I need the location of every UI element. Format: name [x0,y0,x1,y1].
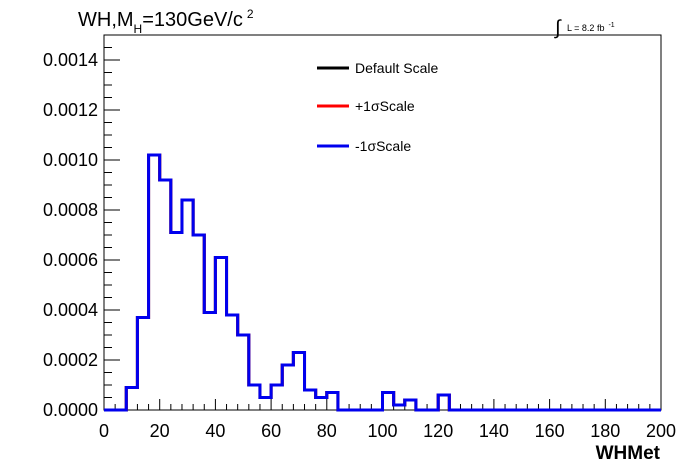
y-tick-label: 0.0012 [43,100,98,120]
x-tick-label: 120 [423,421,453,441]
legend-entry-default: Default Scale [317,60,438,76]
legend-label-plus1sigma: +1σScale [355,98,415,114]
y-tick-label: 0.0008 [43,200,98,220]
x-tick-label: 140 [479,421,509,441]
legend-entry-minus1sigma: -1σScale [317,138,411,154]
y-tick-label: 0.0004 [43,300,98,320]
legend: Default Scale +1σScale -1σScale [317,60,438,154]
legend-label-default: Default Scale [355,60,438,76]
chart-title-rest: =130GeV/c [142,9,243,31]
y-axis: 0.0000 0.0002 0.0004 0.0006 0.0008 0.0010 0.00… [43,34,120,420]
luminosity-label: L = 8.2 fb -1 [567,22,615,33]
x-tick-label: 0 [99,421,109,441]
x-axis-title: WHMet [596,443,661,464]
y-tick-label: 0.0014 [43,50,98,70]
series-minus1sigma-scale [104,153,661,412]
plot-frame [103,34,662,411]
chart-title-main: WH,M [78,9,134,31]
y-tick-label: 0.0010 [43,150,98,170]
series-plus1sigma-scale [104,153,661,412]
x-tick-label: 180 [590,421,620,441]
luminosity-superscript: -1 [608,22,614,29]
x-tick-label: 60 [261,421,281,441]
x-tick-label: 20 [150,421,170,441]
x-tick-label: 100 [367,421,397,441]
x-tick-label: 160 [535,421,565,441]
x-tick-label: 40 [205,421,225,441]
x-tick-label: 80 [317,421,337,441]
luminosity-text: L = 8.2 fb [567,23,604,33]
y-tick-label: 0.0000 [43,400,98,420]
y-tick-label: 0.0002 [43,350,98,370]
series-default-scale [104,153,661,412]
y-tick-label: 0.0006 [43,250,98,270]
luminosity-integral: ∫ [554,17,562,39]
chart-title: WH,MH=130GeV/c 2 [78,7,254,36]
x-axis: 0 20 40 60 80 100 120 140 160 180 200 [99,399,676,441]
chart-title-superscript: 2 [247,7,254,21]
legend-entry-plus1sigma: +1σScale [317,98,415,114]
x-tick-label: 200 [646,421,676,441]
legend-label-minus1sigma: -1σScale [355,138,411,154]
chart-title-subscript: H [134,22,143,36]
series-group [104,153,661,412]
